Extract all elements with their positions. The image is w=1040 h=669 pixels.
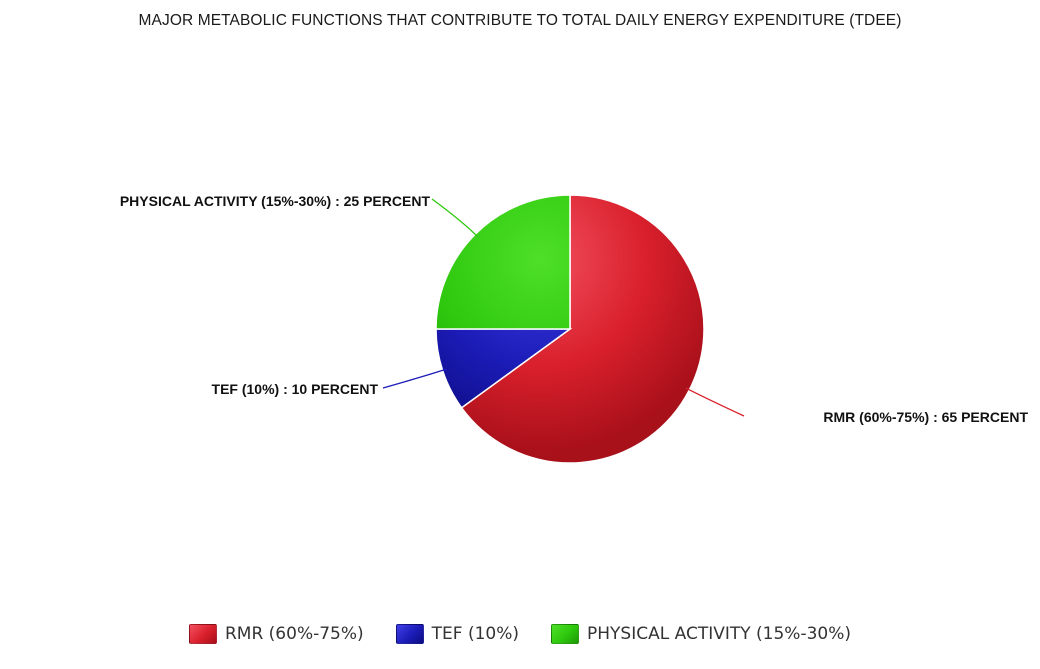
legend-swatch-tef-10 xyxy=(395,624,424,644)
legend-swatch-physical-activity-15-30 xyxy=(551,624,580,644)
legend-swatch-rmr-60-75 xyxy=(188,624,217,644)
legend-label-rmr-60-75: RMR (60%-75%) xyxy=(224,624,364,644)
chart-legend: RMR (60%-75%) TEF (10%) PHYSICAL ACTIVITY … xyxy=(0,624,1040,644)
legend-item-tef-10[interactable]: TEF (10%) xyxy=(395,624,520,644)
pie-slice-physical-activity-15-30[interactable] xyxy=(435,194,571,330)
data-label-tef-10: TEF (10%) : 10 PERCENT xyxy=(212,381,379,397)
data-label-rmr-60-75: RMR (60%-75%) : 65 PERCENT xyxy=(823,409,1028,425)
legend-label-physical-activity-15-30: PHYSICAL ACTIVITY (15%-30%) xyxy=(587,624,851,644)
legend-item-physical-activity-15-30[interactable]: PHYSICAL ACTIVITY (15%-30%) xyxy=(551,624,851,644)
legend-item-rmr-60-75[interactable]: RMR (60%-75%) xyxy=(188,624,364,644)
leader-line-physical-activity-15-30 xyxy=(431,198,479,238)
leader-line-rmr-60-75 xyxy=(685,387,745,417)
chart-title: MAJOR METABOLIC FUNCTIONS THAT CONTRIBUT… xyxy=(138,12,902,29)
data-label-physical-activity-15-30: PHYSICAL ACTIVITY (15%-30%) : 25 PERCENT xyxy=(120,193,431,209)
legend-label-tef-10: TEF (10%) xyxy=(431,624,520,644)
leader-line-tef-10 xyxy=(382,368,447,389)
